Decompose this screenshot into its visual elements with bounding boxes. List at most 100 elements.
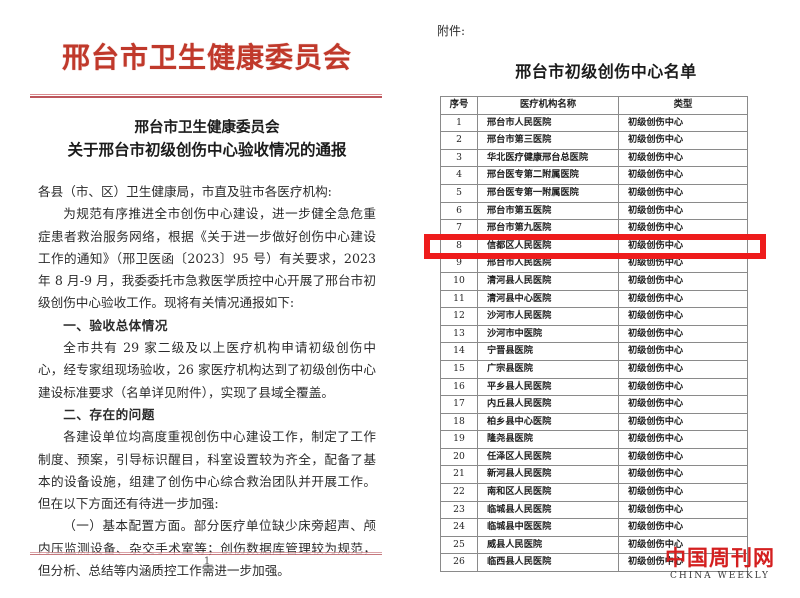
cell-institution-name: 任泽区人民医院 (477, 447, 619, 467)
table-row: 18 柏乡县中心医院 初级创伤中心 (440, 412, 748, 432)
cell-institution-name: 内丘县人民医院 (477, 395, 619, 414)
cell-type: 初级创伤中心 (618, 395, 748, 414)
cell-sequence: 22 (440, 483, 478, 502)
table-row: 4 邢台医专第二附属医院 初级创伤中心 (440, 166, 748, 185)
cell-institution-name: 平乡县人民医院 (477, 377, 619, 397)
cell-type: 初级创伤中心 (618, 447, 748, 467)
section-1-body: 全市共有 29 家二级及以上医疗机构申请初级创伤中心，经专家组现场验收，26 家… (38, 340, 376, 400)
page-number: 1 (203, 556, 211, 567)
table-row: 20 任泽区人民医院 初级创伤中心 (440, 447, 748, 467)
table-row: 26 临西县人民医院 初级创伤中心 (440, 553, 748, 573)
column-header-type: 类型 (618, 96, 748, 115)
cell-institution-name: 清河县人民医院 (477, 271, 619, 291)
letterhead-organization-title: 邢台市卫生健康委员会 (61, 41, 352, 74)
cell-institution-name: 信都区人民医院 (477, 236, 619, 256)
cell-type: 初级创伤中心 (618, 148, 748, 168)
cell-sequence: 2 (440, 131, 478, 150)
cell-sequence: 19 (440, 430, 478, 449)
intro-paragraph: 为规范有序推进全市创伤中心建设，进一步健全急危重症患者救治服务网络，根据《关于进… (38, 206, 376, 311)
section-2-heading: 二、存在的问题 (63, 406, 155, 422)
cell-sequence: 18 (440, 412, 478, 432)
attachment-title: 邢台市初级创伤中心名单 (515, 62, 697, 81)
letterhead: 邢台市卫生健康委员会 (8, 36, 406, 98)
table-row: 16 平乡县人民医院 初级创伤中心 (440, 377, 748, 397)
watermark-chinese-text: 中国周刊网 (665, 545, 775, 570)
table-row: 14 宁晋县医院 初级创伤中心 (440, 342, 748, 361)
cell-sequence: 5 (440, 183, 478, 203)
table-row: 10 清河县人民医院 初级创伤中心 (440, 271, 748, 291)
cell-sequence: 4 (440, 166, 478, 185)
table-row: 2 邢台市第三医院 初级创伤中心 (440, 131, 748, 150)
cell-institution-name: 邢台市第五医院 (477, 201, 619, 221)
cell-type: 初级创伤中心 (618, 500, 748, 520)
cell-sequence: 7 (440, 219, 478, 238)
cell-type: 初级创伤中心 (618, 254, 748, 273)
cell-type: 初级创伤中心 (618, 465, 748, 485)
cell-institution-name: 沙河市中医院 (477, 324, 619, 344)
cell-type: 初级创伤中心 (618, 131, 748, 150)
cell-type: 初级创伤中心 (618, 359, 748, 379)
cell-sequence: 16 (440, 377, 478, 397)
cell-type: 初级创伤中心 (618, 342, 748, 361)
cell-sequence: 24 (440, 518, 478, 537)
cell-sequence: 12 (440, 307, 478, 326)
cell-institution-name: 宁晋县医院 (477, 342, 619, 361)
cell-institution-name: 邢台市第九医院 (477, 219, 619, 238)
cell-institution-name: 邢台医专第一附属医院 (477, 183, 619, 203)
table-row: 6 邢台市第五医院 初级创伤中心 (440, 201, 748, 221)
table-row: 8 信都区人民医院 初级创伤中心 (440, 236, 748, 256)
document-body: 各县（市、区）卫生健康局，市直及驻市各医疗机构: 为规范有序推进全市创伤中心建设… (38, 181, 376, 582)
cell-type: 初级创伤中心 (618, 553, 748, 573)
document-heading-line-1: 邢台市卫生健康委员会 (134, 119, 280, 136)
section-1-heading: 一、验收总体情况 (63, 317, 168, 333)
cell-sequence: 6 (440, 201, 478, 221)
cell-type: 初级创伤中心 (618, 377, 748, 397)
cell-type: 初级创伤中心 (618, 412, 748, 432)
cell-institution-name: 沙河市人民医院 (477, 307, 619, 326)
cell-type: 初级创伤中心 (618, 483, 748, 502)
cell-sequence: 10 (440, 271, 478, 291)
cell-sequence: 11 (440, 289, 478, 309)
cell-sequence: 20 (440, 447, 478, 467)
cell-type: 初级创伤中心 (618, 236, 748, 256)
table-row: 25 威县人民医院 初级创伤中心 (440, 535, 748, 555)
cell-sequence: 26 (440, 553, 478, 573)
column-header-institution-name: 医疗机构名称 (477, 96, 619, 115)
footer-divider-rule (30, 552, 382, 555)
table-row: 24 临城县中医医院 初级创伤中心 (440, 518, 748, 537)
cell-sequence: 17 (440, 395, 478, 414)
cell-institution-name: 华北医疗健康邢台总医院 (477, 148, 619, 168)
cell-institution-name: 南和区人民医院 (477, 483, 619, 502)
table-row: 21 新河县人民医院 初级创伤中心 (440, 465, 748, 485)
table-row: 17 内丘县人民医院 初级创伤中心 (440, 395, 748, 414)
attachment-label: 附件: (437, 24, 466, 38)
column-header-sequence: 序号 (440, 96, 478, 115)
cell-institution-name: 柏乡县中心医院 (477, 412, 619, 432)
cell-institution-name: 广宗县医院 (477, 359, 619, 379)
cell-institution-name: 新河县人民医院 (477, 465, 619, 485)
cell-sequence: 25 (440, 535, 478, 555)
cell-type: 初级创伤中心 (618, 166, 748, 185)
cell-sequence: 13 (440, 324, 478, 344)
table-row: 15 广宗县医院 初级创伤中心 (440, 359, 748, 379)
cell-sequence: 3 (440, 148, 478, 168)
table-row: 3 华北医疗健康邢台总医院 初级创伤中心 (440, 148, 748, 168)
right-attachment-page: 附件: 邢台市初级创伤中心名单 序号 医疗机构名称 类型 1 邢台市人民医院 初级创… (412, 0, 800, 598)
table-row: 9 邢台市人民医院 初级创伤中心 (440, 254, 748, 273)
cell-institution-name: 临城县中医医院 (477, 518, 619, 537)
table-row: 22 南和区人民医院 初级创伤中心 (440, 483, 748, 502)
cell-institution-name: 邢台市人民医院 (477, 254, 619, 273)
table-row: 23 临城县人民医院 初级创伤中心 (440, 500, 748, 520)
cell-sequence: 9 (440, 254, 478, 273)
cell-institution-name: 临西县人民医院 (477, 553, 619, 573)
cell-institution-name: 邢台医专第二附属医院 (477, 166, 619, 185)
cell-sequence: 21 (440, 465, 478, 485)
table-body: 1 邢台市人民医院 初级创伤中心 2 邢台市第三医院 初级创伤中心 3 华北医疗健康邢台总医院… (440, 113, 748, 573)
table-header-row: 序号 医疗机构名称 类型 (440, 96, 748, 115)
trauma-center-table: 序号 医疗机构名称 类型 1 邢台市人民医院 初级创伤中心 2 邢台市第三医院 初级创伤中… (440, 96, 748, 573)
left-document-page: 邢台市卫生健康委员会 邢台市卫生健康委员会 关于邢台市初级创伤中心验收情况的通报… (8, 0, 406, 598)
cell-type: 初级创伤中心 (618, 324, 748, 344)
table-row: 1 邢台市人民医院 初级创伤中心 (440, 113, 748, 133)
cell-institution-name: 威县人民医院 (477, 535, 619, 555)
letterhead-divider-rule (30, 94, 382, 98)
